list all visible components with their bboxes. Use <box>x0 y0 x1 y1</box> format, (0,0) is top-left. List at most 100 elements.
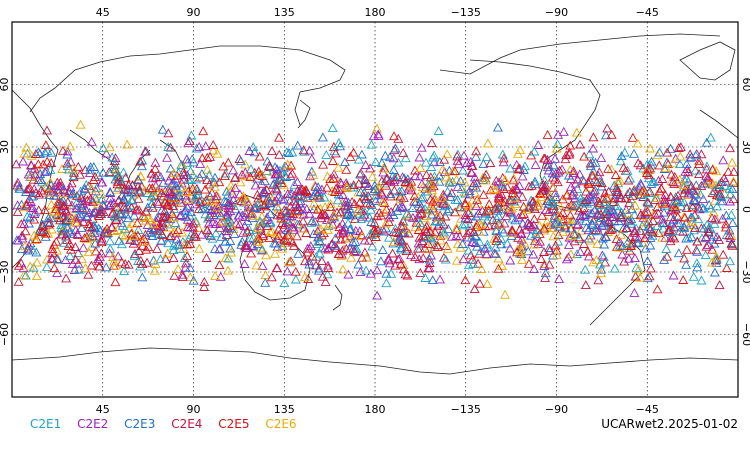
observation-marker <box>101 148 112 158</box>
observation-marker <box>596 152 607 162</box>
observation-marker <box>99 200 110 210</box>
observation-marker <box>29 209 40 218</box>
observation-marker <box>344 233 355 243</box>
observation-marker <box>627 132 638 142</box>
observation-marker <box>183 174 194 184</box>
observation-marker <box>461 158 472 167</box>
observation-marker <box>400 177 411 187</box>
observation-marker <box>361 252 372 262</box>
observation-marker <box>497 149 508 159</box>
observation-marker <box>464 201 475 211</box>
observation-marker <box>301 227 312 237</box>
observation-marker <box>686 232 697 242</box>
observation-marker <box>523 246 534 256</box>
observation-marker <box>472 241 482 251</box>
observation-marker <box>190 199 201 209</box>
observation-marker <box>462 228 473 238</box>
observation-marker <box>607 224 618 234</box>
observation-marker <box>516 246 527 256</box>
observation-marker <box>557 164 568 174</box>
observation-marker <box>692 246 703 256</box>
observation-marker <box>26 160 37 170</box>
observation-marker <box>491 225 502 235</box>
observation-marker <box>517 254 528 264</box>
observation-marker <box>389 177 400 187</box>
observation-marker <box>517 218 528 228</box>
lon-tick-label: −135 <box>451 403 481 416</box>
observation-marker <box>185 166 196 176</box>
observation-marker <box>492 122 503 132</box>
observation-marker <box>51 204 62 214</box>
observation-marker <box>80 184 91 194</box>
observation-marker <box>647 230 658 240</box>
observation-marker <box>282 210 293 220</box>
observation-marker <box>548 231 559 241</box>
observation-marker <box>41 262 52 272</box>
observation-marker <box>463 245 474 255</box>
observation-marker <box>368 131 379 141</box>
observation-marker <box>491 213 502 223</box>
observation-marker <box>616 151 627 161</box>
observation-marker <box>494 189 504 198</box>
observation-marker <box>696 202 707 212</box>
observation-marker <box>507 228 518 238</box>
observation-marker <box>282 266 293 276</box>
observation-marker <box>33 147 44 157</box>
observation-marker <box>565 217 576 227</box>
observation-marker <box>171 180 181 190</box>
observation-marker <box>185 222 196 232</box>
observation-marker <box>228 194 239 204</box>
observation-marker <box>587 218 598 228</box>
observation-marker <box>709 218 720 228</box>
observation-marker <box>490 203 501 213</box>
observation-marker <box>299 272 310 282</box>
observation-marker <box>185 238 196 248</box>
observation-marker <box>379 207 390 217</box>
observation-marker <box>477 205 488 215</box>
observation-marker <box>674 174 685 184</box>
observation-marker <box>12 180 23 190</box>
observation-marker <box>273 203 284 213</box>
observation-marker <box>368 186 379 196</box>
observation-marker <box>459 150 469 160</box>
observation-marker <box>330 148 341 158</box>
observation-marker <box>588 166 599 176</box>
observation-marker <box>287 147 298 157</box>
observation-marker <box>323 263 334 272</box>
observation-marker <box>570 193 580 203</box>
observation-marker <box>22 211 33 221</box>
observation-marker <box>132 230 143 240</box>
observation-marker <box>271 229 282 239</box>
observation-marker <box>168 212 179 222</box>
observation-marker <box>62 215 73 225</box>
observation-marker <box>491 175 502 185</box>
observation-marker <box>97 194 108 204</box>
lon-tick-label: −90 <box>545 6 568 19</box>
observation-marker <box>318 159 329 169</box>
observation-marker <box>49 263 60 273</box>
observation-marker <box>353 178 364 188</box>
observation-marker <box>223 200 234 210</box>
observation-marker <box>294 204 305 214</box>
observation-marker <box>492 232 502 242</box>
observation-marker <box>561 150 572 160</box>
observation-marker <box>460 198 471 208</box>
observation-marker <box>62 222 73 232</box>
observation-marker <box>478 174 489 184</box>
observation-marker <box>398 260 409 270</box>
observation-marker <box>418 213 429 223</box>
observation-marker <box>466 210 476 220</box>
observation-marker <box>726 239 737 249</box>
observation-marker <box>441 172 452 182</box>
observation-marker <box>21 142 32 152</box>
observation-marker <box>490 248 501 258</box>
observation-marker <box>446 231 457 241</box>
observation-marker <box>554 273 565 283</box>
observation-marker <box>399 173 410 183</box>
observation-marker <box>340 200 351 210</box>
observation-marker <box>208 209 219 219</box>
observation-marker <box>333 162 344 172</box>
observation-marker <box>142 220 153 229</box>
observation-marker <box>193 223 204 233</box>
observation-marker <box>714 179 725 189</box>
